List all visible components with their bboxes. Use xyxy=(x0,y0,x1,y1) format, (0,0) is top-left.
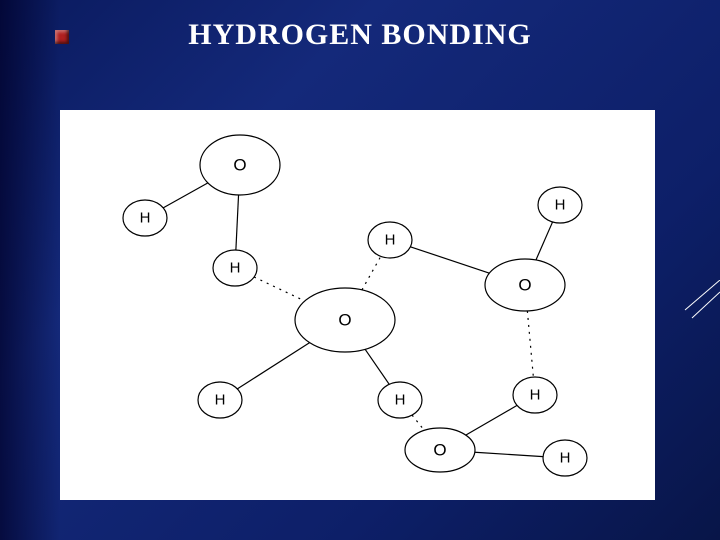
atom-label: O xyxy=(518,276,531,295)
atom-label: H xyxy=(560,450,571,467)
atom-label: H xyxy=(395,392,406,409)
covalent-bond xyxy=(237,343,309,389)
covalent-bond xyxy=(466,405,517,435)
atom-label: H xyxy=(215,392,226,409)
hydrogen-bond xyxy=(254,277,305,301)
hydrogen-bond xyxy=(412,415,424,430)
covalent-bond xyxy=(365,349,389,384)
atom-label: H xyxy=(140,210,151,227)
covalent-bond xyxy=(163,183,208,208)
atom-label: O xyxy=(338,311,351,330)
hydrogen-bond xyxy=(362,256,381,290)
atom-label: H xyxy=(555,197,566,214)
atom-label: O xyxy=(433,441,446,460)
atom-label: H xyxy=(385,232,396,249)
hydrogen-bonding-diagram: O H H O H H O H H O H H xyxy=(60,110,655,500)
covalent-bond xyxy=(475,452,543,456)
covalent-bond xyxy=(410,247,489,273)
covalent-bond xyxy=(536,222,553,260)
slide: HYDROGEN BONDING O H H O H H O H H O H H xyxy=(0,0,720,540)
atom-label: H xyxy=(530,387,541,404)
atom-label: H xyxy=(230,260,241,277)
covalent-bond xyxy=(236,195,239,250)
hydrogen-bond xyxy=(527,311,533,377)
slide-title: HYDROGEN BONDING xyxy=(0,18,720,52)
decorative-corner-icon xyxy=(680,280,720,320)
atom-label: O xyxy=(233,156,246,175)
diagram-panel: O H H O H H O H H O H H xyxy=(60,110,655,500)
